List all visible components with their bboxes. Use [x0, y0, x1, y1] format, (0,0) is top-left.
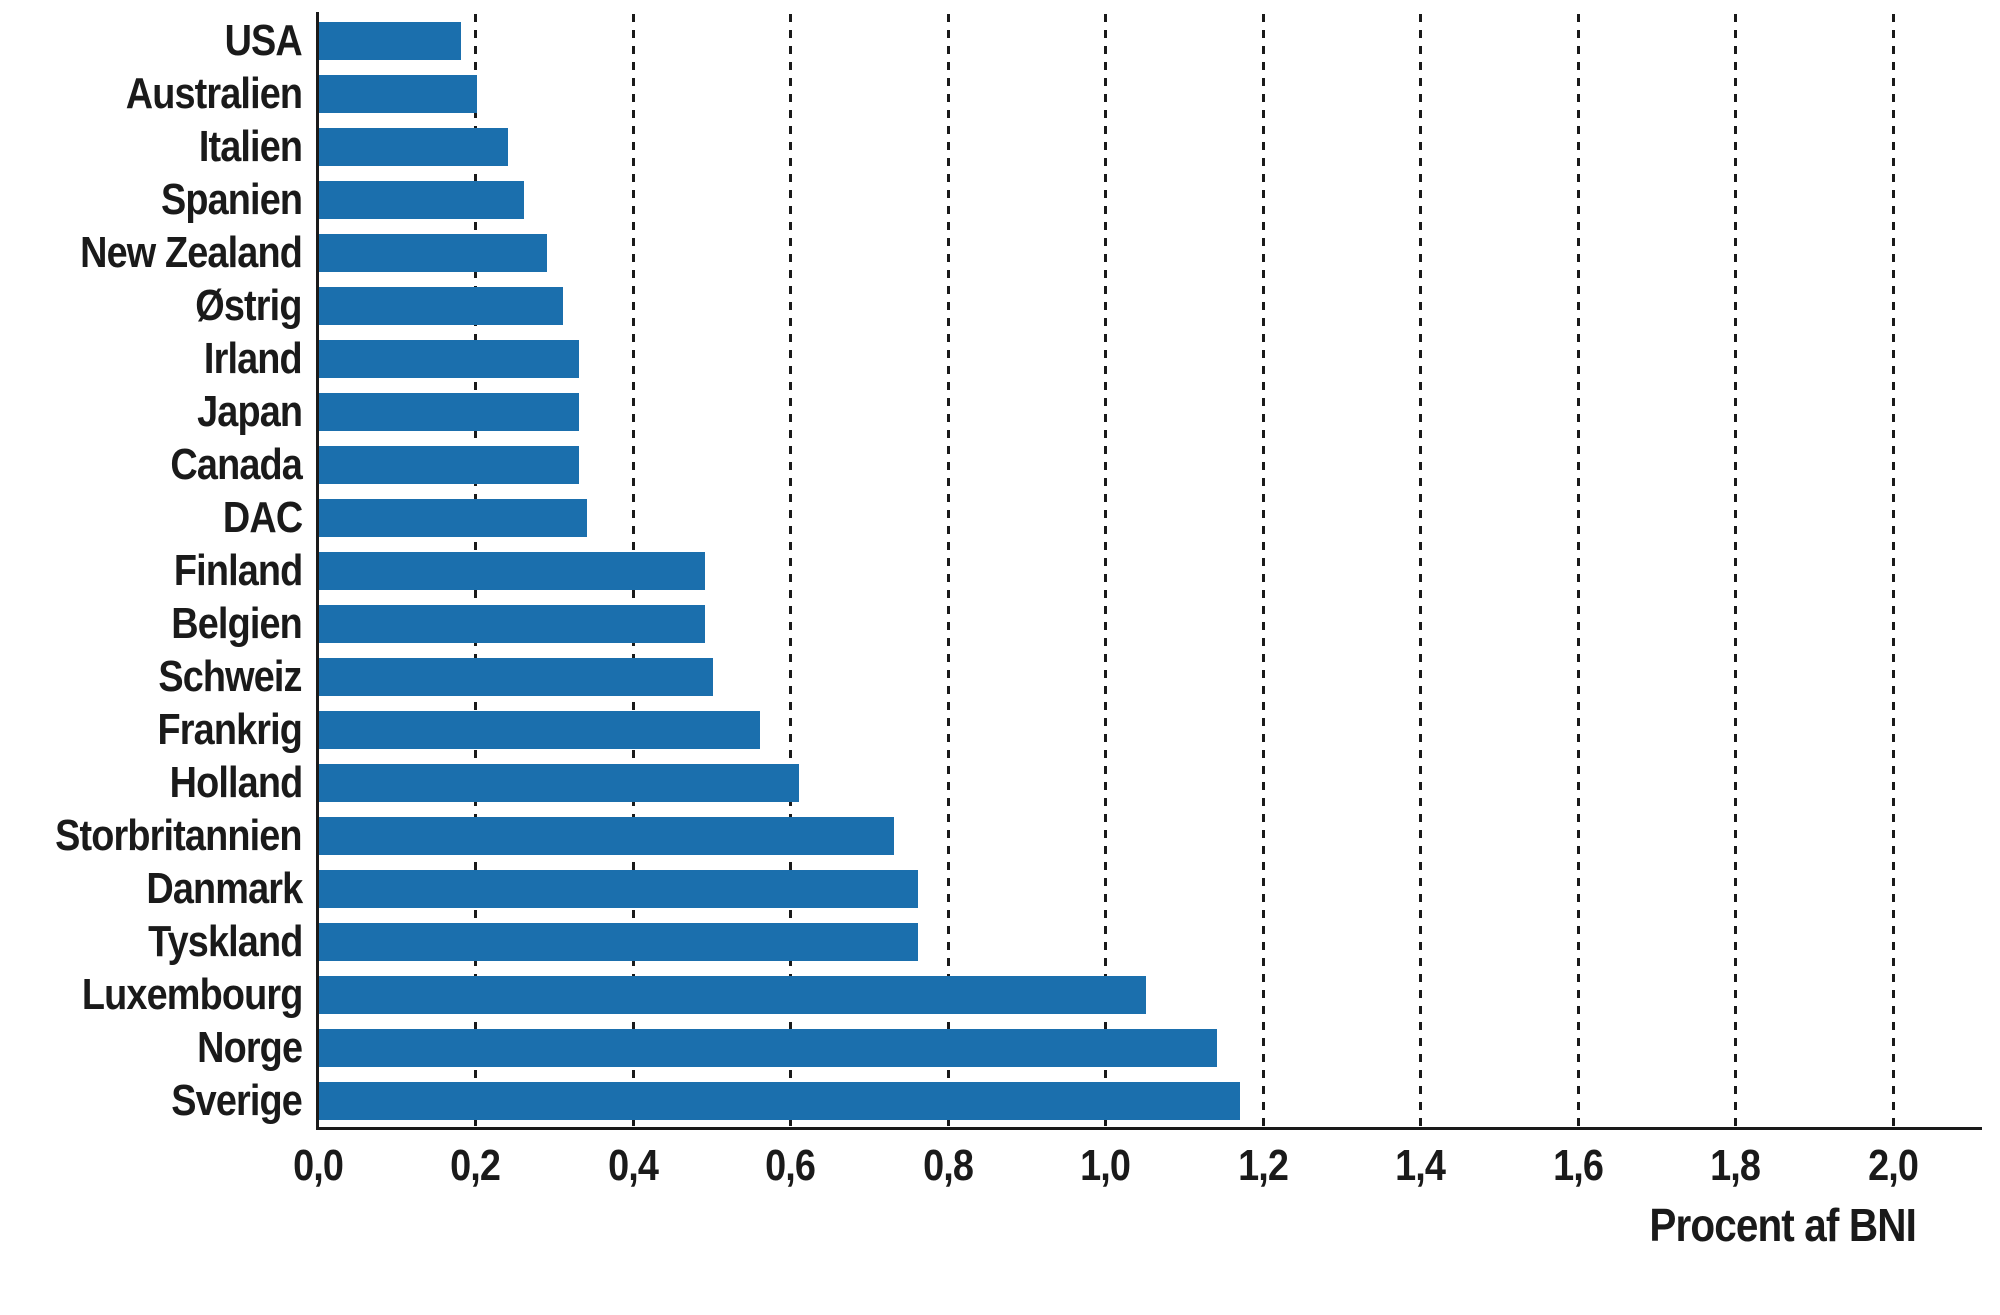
x-tick-label-text: 0,0: [292, 1141, 344, 1190]
category-label-italien: Italien: [0, 120, 303, 173]
bar-canada: [319, 445, 579, 484]
category-label-text: Norge: [196, 1023, 303, 1072]
category-label-ostrig: Østrig: [0, 279, 303, 332]
x-tick-label-0,0: 0,0: [243, 1141, 393, 1191]
category-label-tyskland: Tyskland: [0, 915, 303, 968]
bar-ostrig: [319, 286, 564, 325]
category-label-dac: DAC: [0, 491, 303, 544]
x-tick-label-text: 1,0: [1080, 1141, 1131, 1190]
bar-italien: [319, 127, 508, 166]
bar-australien: [319, 74, 477, 113]
category-label-text: Storbritannien: [55, 811, 302, 860]
x-tick-label-text: 0,4: [607, 1141, 659, 1190]
bar-finland: [319, 551, 705, 590]
category-label-irland: Irland: [0, 332, 303, 385]
category-label-sverige: Sverige: [0, 1074, 303, 1127]
x-tick-label-text: 2,0: [1867, 1141, 1919, 1190]
bar-spanien: [319, 180, 524, 219]
x-tick-label-text: 1,2: [1237, 1141, 1289, 1190]
category-label-text: Spanien: [160, 175, 303, 224]
category-label-new-zealand: New Zealand: [0, 226, 303, 279]
category-label-text: Frankrig: [157, 705, 302, 754]
bar-danmark: [319, 869, 918, 908]
category-label-text: DAC: [222, 493, 303, 542]
category-label-text: Irland: [204, 334, 303, 383]
category-label-holland: Holland: [0, 756, 303, 809]
x-tick-label-text: 0,6: [765, 1141, 816, 1190]
bar-dac: [319, 498, 587, 537]
x-tick-label-text: 1,4: [1395, 1141, 1446, 1190]
x-axis-line: [316, 1127, 1982, 1130]
gridline-1,4: [1419, 14, 1422, 1127]
y-axis-line: [316, 12, 319, 1130]
category-label-finland: Finland: [0, 544, 302, 597]
x-tick-label-text: 1,6: [1552, 1141, 1604, 1190]
bar-irland: [319, 339, 579, 378]
category-label-text: Schweiz: [158, 652, 303, 701]
category-label-japan: Japan: [0, 385, 303, 438]
bar-tyskland: [319, 922, 918, 961]
gridline-1,0: [1104, 14, 1107, 1127]
category-label-text: Japan: [196, 387, 303, 436]
x-tick-label-1,6: 1,6: [1503, 1141, 1653, 1191]
x-tick-label-text: 0,8: [922, 1141, 974, 1190]
bar-storbritannien: [319, 816, 894, 855]
x-axis-title-text: Procent af BNI: [1649, 1199, 1916, 1251]
gridline-0,8: [946, 14, 950, 1127]
category-label-schweiz: Schweiz: [0, 650, 303, 703]
category-label-text: USA: [224, 16, 303, 65]
category-label-text: Luxembourg: [81, 970, 302, 1019]
category-label-luxembourg: Luxembourg: [0, 968, 302, 1021]
x-tick-label-text: 1,8: [1710, 1141, 1761, 1190]
gridline-1,6: [1576, 14, 1580, 1127]
x-tick-label-1,8: 1,8: [1661, 1141, 1811, 1191]
x-tick-label-1,4: 1,4: [1346, 1141, 1496, 1191]
category-label-text: Holland: [169, 758, 303, 807]
bar-belgien: [319, 604, 705, 643]
x-tick-label-2,0: 2,0: [1818, 1141, 1968, 1191]
category-label-text: Tyskland: [147, 917, 303, 966]
gridline-1,8: [1734, 14, 1737, 1127]
x-tick-label-0,4: 0,4: [558, 1141, 708, 1191]
category-label-text: New Zealand: [80, 228, 303, 277]
x-tick-label-0,6: 0,6: [716, 1141, 866, 1191]
bar-japan: [319, 392, 579, 431]
x-axis-title: Procent af BNI: [0, 1198, 1916, 1252]
category-label-belgien: Belgien: [0, 597, 303, 650]
bar-norge: [319, 1028, 1217, 1067]
category-label-norge: Norge: [0, 1021, 303, 1074]
category-label-text: Canada: [170, 440, 302, 489]
category-label-text: Østrig: [195, 281, 303, 330]
bar-holland: [319, 763, 800, 802]
bar-luxembourg: [319, 975, 1146, 1014]
category-label-text: Australien: [125, 69, 303, 118]
category-label-text: Belgien: [171, 599, 303, 648]
category-label-text: Italien: [198, 122, 303, 171]
gridline-2,0: [1891, 14, 1895, 1127]
category-label-text: Sverige: [171, 1076, 303, 1125]
x-tick-label-1,0: 1,0: [1031, 1141, 1181, 1191]
gridline-1,2: [1261, 14, 1265, 1127]
category-label-text: Danmark: [146, 864, 303, 913]
bar-new-zealand: [319, 233, 548, 272]
category-label-danmark: Danmark: [0, 862, 303, 915]
bar-usa: [319, 21, 461, 60]
gridline-0,6: [789, 14, 792, 1127]
x-tick-label-0,2: 0,2: [401, 1141, 551, 1191]
x-tick-label-0,8: 0,8: [873, 1141, 1023, 1191]
x-tick-label-1,2: 1,2: [1188, 1141, 1338, 1191]
bar-sverige: [319, 1081, 1241, 1120]
bar-schweiz: [319, 657, 713, 696]
category-label-usa: USA: [0, 14, 303, 67]
category-label-storbritannien: Storbritannien: [0, 809, 302, 862]
category-label-spanien: Spanien: [0, 173, 303, 226]
category-label-australien: Australien: [0, 67, 303, 120]
bar-frankrig: [319, 710, 760, 749]
category-label-canada: Canada: [0, 438, 302, 491]
category-label-text: Finland: [173, 546, 302, 595]
x-tick-label-text: 0,2: [450, 1141, 501, 1190]
category-label-frankrig: Frankrig: [0, 703, 302, 756]
